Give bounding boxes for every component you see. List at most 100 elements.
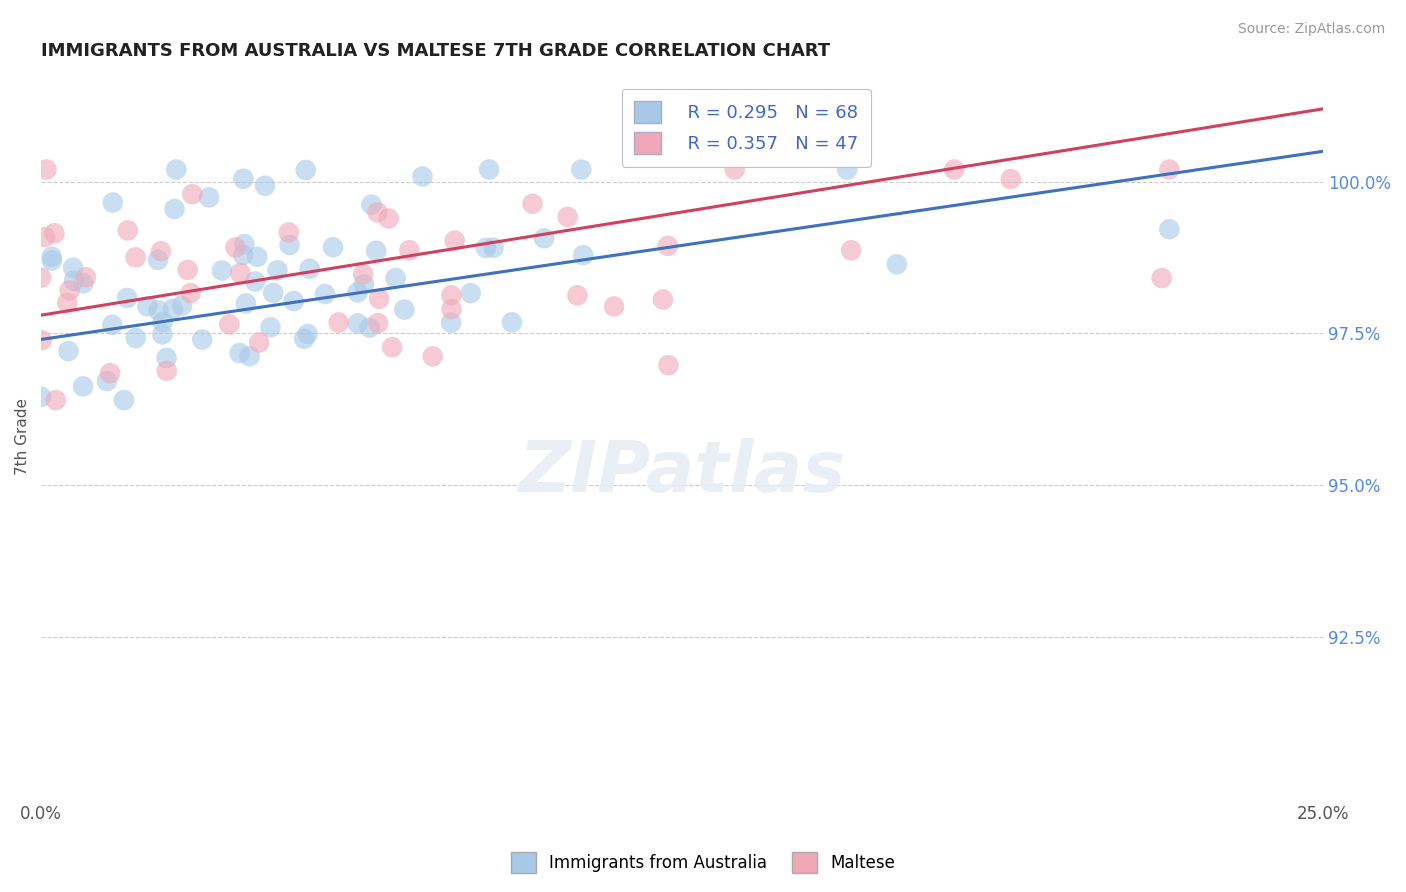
Point [346,317,368,331]
Point [59,284,82,298]
Point [31,333,53,347]
Point [522,196,544,211]
Point [63,274,86,288]
Point [224,240,246,254]
Point [298,261,321,276]
Point [117,223,139,237]
Point [657,239,679,253]
Point [136,299,159,313]
Point [314,287,336,301]
Point [482,241,505,255]
Point [352,267,374,281]
Point [411,169,433,184]
Point [259,320,281,334]
Point [112,393,135,408]
Point [422,350,444,364]
Point [98,366,121,380]
Point [56,296,79,310]
Point [125,331,148,345]
Point [475,241,498,255]
Point [101,195,124,210]
Point [886,257,908,271]
Point [181,187,204,202]
Point [460,286,482,301]
Point [233,237,256,252]
Point [115,291,138,305]
Point [292,332,315,346]
Point [943,162,966,177]
Text: IMMIGRANTS FROM AUSTRALIA VS MALTESE 7TH GRADE CORRELATION CHART: IMMIGRANTS FROM AUSTRALIA VS MALTESE 7TH… [41,42,830,60]
Legend: Immigrants from Australia, Maltese: Immigrants from Australia, Maltese [505,846,901,880]
Point [368,292,391,306]
Point [44,226,66,240]
Point [294,163,316,178]
Point [148,303,170,318]
Point [41,250,63,264]
Point [440,288,463,302]
Point [1000,172,1022,186]
Point [837,162,859,177]
Point [398,243,420,257]
Point [533,231,555,245]
Point [443,234,465,248]
Point [262,285,284,300]
Point [567,288,589,302]
Point [440,302,463,317]
Point [35,162,58,177]
Point [155,351,177,365]
Point [177,263,200,277]
Point [657,358,679,372]
Point [478,162,501,177]
Point [34,230,56,244]
Point [246,250,269,264]
Point [146,252,169,267]
Legend:   R = 0.295   N = 68,   R = 0.357   N = 47: R = 0.295 N = 68, R = 0.357 N = 47 [621,88,870,167]
Point [1150,271,1173,285]
Point [839,244,862,258]
Point [228,346,250,360]
Point [394,302,416,317]
Point [162,301,184,316]
Point [377,211,399,226]
Point [322,240,344,254]
Point [603,300,626,314]
Point [72,277,94,291]
Point [62,260,84,275]
Point [149,244,172,259]
Point [243,275,266,289]
Point [96,374,118,388]
Point [384,271,406,285]
Point [1159,162,1181,177]
Point [254,178,277,193]
Point [170,299,193,313]
Point [360,197,382,211]
Point [328,316,350,330]
Point [198,190,221,204]
Point [163,202,186,216]
Point [124,251,146,265]
Point [569,162,592,177]
Point [367,316,389,330]
Point [353,277,375,292]
Point [191,333,214,347]
Point [72,379,94,393]
Point [180,286,202,301]
Point [277,226,299,240]
Point [45,393,67,408]
Point [283,293,305,308]
Point [152,315,174,329]
Point [652,293,675,307]
Point [278,238,301,252]
Point [218,318,240,332]
Point [359,320,381,334]
Point [30,270,52,285]
Point [101,318,124,332]
Point [232,248,254,262]
Point [75,270,97,285]
Point [297,326,319,341]
Point [232,171,254,186]
Point [211,263,233,277]
Point [156,364,179,378]
Point [440,316,463,330]
Point [501,315,523,329]
